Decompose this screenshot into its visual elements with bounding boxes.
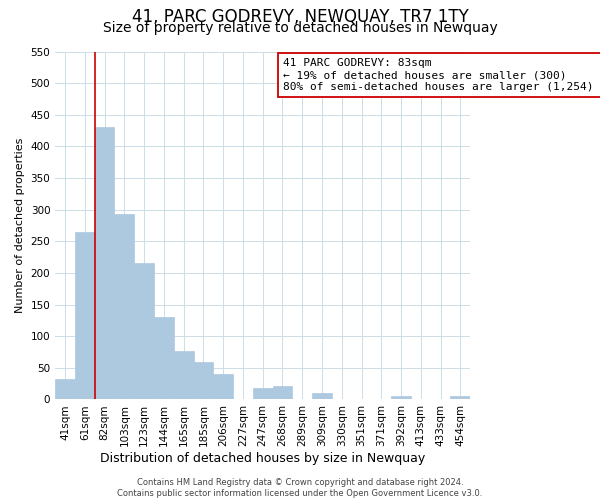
Bar bbox=[75, 232, 95, 400]
Bar bbox=[451, 396, 470, 400]
Bar bbox=[134, 264, 154, 400]
Text: 41, PARC GODREVY, NEWQUAY, TR7 1TY: 41, PARC GODREVY, NEWQUAY, TR7 1TY bbox=[131, 8, 469, 26]
Bar bbox=[391, 396, 411, 400]
X-axis label: Distribution of detached houses by size in Newquay: Distribution of detached houses by size … bbox=[100, 452, 425, 465]
Bar bbox=[213, 374, 233, 400]
Text: Size of property relative to detached houses in Newquay: Size of property relative to detached ho… bbox=[103, 21, 497, 35]
Text: 41 PARC GODREVY: 83sqm
← 19% of detached houses are smaller (300)
80% of semi-de: 41 PARC GODREVY: 83sqm ← 19% of detached… bbox=[283, 58, 600, 92]
Y-axis label: Number of detached properties: Number of detached properties bbox=[15, 138, 25, 313]
Bar bbox=[174, 350, 194, 400]
Bar bbox=[312, 393, 332, 400]
Bar bbox=[115, 214, 134, 400]
Bar bbox=[95, 128, 115, 400]
Bar bbox=[272, 386, 292, 400]
Text: Contains HM Land Registry data © Crown copyright and database right 2024.
Contai: Contains HM Land Registry data © Crown c… bbox=[118, 478, 482, 498]
Bar bbox=[154, 317, 174, 400]
Bar bbox=[253, 388, 272, 400]
Bar bbox=[55, 379, 75, 400]
Bar bbox=[194, 362, 213, 400]
